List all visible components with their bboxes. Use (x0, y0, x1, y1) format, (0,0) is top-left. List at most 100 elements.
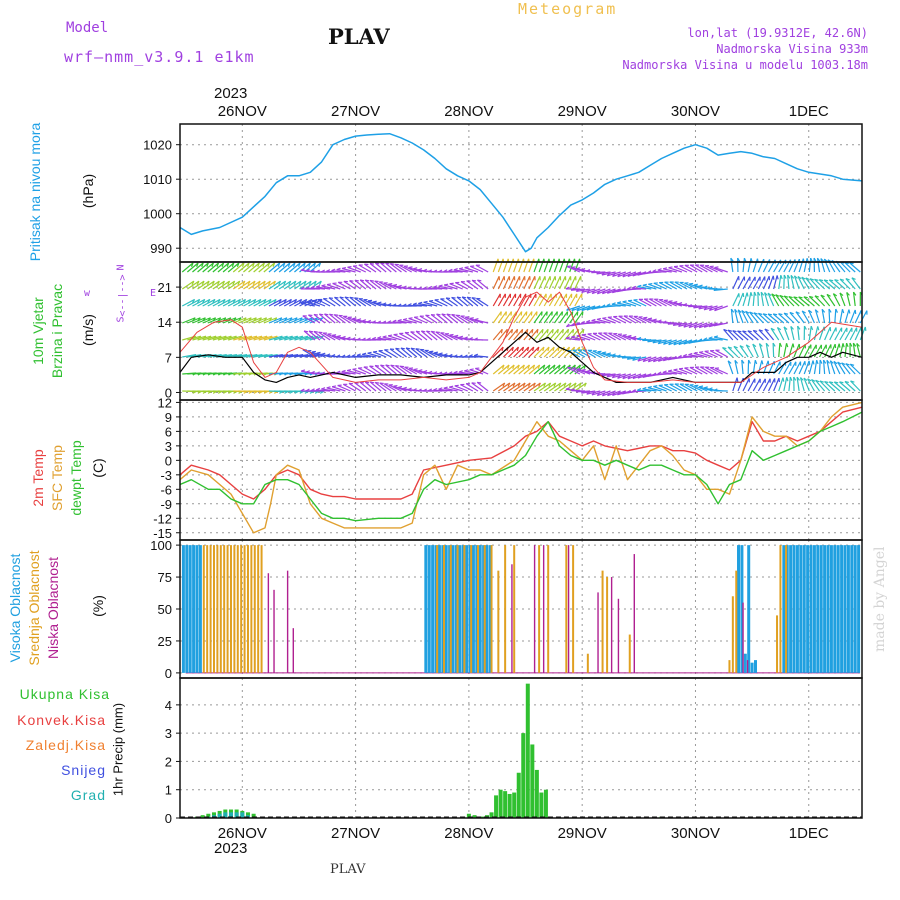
wind-arrow-head (739, 345, 744, 348)
wind-arrow (559, 346, 570, 358)
wind-arrow (797, 276, 805, 290)
wind-arrow (787, 275, 790, 290)
wind-arrow-head (578, 382, 582, 387)
wind-arrow (849, 309, 856, 324)
wind-arrow-head (778, 313, 783, 316)
wind-arrow (374, 262, 387, 273)
wind-arrow-head (375, 381, 380, 384)
wind-arrow (798, 258, 804, 273)
wind-arrow (449, 386, 463, 392)
wind-arrow-head (298, 262, 301, 267)
wind-arrow-head (708, 323, 713, 328)
t2m-line (179, 406, 863, 500)
wind-arrow-head (207, 299, 211, 304)
wind-arrow (713, 288, 728, 291)
wind-arrow (829, 327, 837, 341)
wind-arrow-head (349, 280, 354, 282)
wind-arrow-head (563, 382, 567, 387)
wind-arrow (581, 334, 596, 341)
wind-arrow (699, 351, 713, 358)
wind-arrow (294, 317, 308, 324)
wind-arrow-head (438, 352, 443, 355)
wind-arrow (507, 276, 515, 290)
wind-arrow (302, 315, 316, 324)
wind-arrow (289, 317, 303, 324)
wind-arrow-head (305, 286, 310, 290)
wind-arrow-head (267, 280, 271, 285)
wind-arrow (834, 308, 837, 324)
wind-arrow-head (581, 368, 586, 371)
wind-arrow (745, 344, 754, 358)
wind-arrow (299, 280, 312, 290)
wind-arrow (308, 330, 321, 341)
wind-arrow (642, 388, 657, 392)
wind-arrow (852, 343, 856, 358)
wind-arrow-head (553, 382, 557, 387)
legend-convective-rain: Konvek.Kisa (17, 712, 106, 728)
wind-arrow-head (313, 330, 318, 333)
wind-arrow (553, 276, 561, 290)
wind-arrow-head (596, 305, 601, 309)
wind-arrow (440, 298, 453, 307)
wind-arrow (709, 350, 723, 358)
wind-arrow-head (376, 320, 382, 324)
wind-arrow (814, 295, 826, 307)
wind-arrow-head (742, 330, 747, 333)
wind-arrow (273, 262, 286, 273)
wind-arrow (569, 311, 579, 324)
wind-arrow (826, 294, 836, 307)
wind-arrow-head (826, 293, 831, 297)
wind-arrow (492, 293, 501, 307)
wind-arrow (839, 292, 846, 307)
wind-arrow (684, 282, 698, 290)
wind-arrow-head (402, 303, 407, 307)
wind-arrow (227, 280, 241, 290)
wind-arrow-head (698, 284, 703, 287)
wind-arrow (438, 388, 453, 392)
wind-arrow (814, 309, 821, 324)
wind-arrow (709, 266, 723, 273)
wind-arrow (664, 281, 678, 290)
wind-arrow (354, 382, 367, 392)
wind-arrow (232, 280, 246, 290)
wind-arrow-head (826, 359, 830, 364)
wind-arrow-head (812, 360, 815, 365)
wind-arrow (823, 279, 836, 290)
wind-arrow (574, 382, 587, 392)
wind-arrow (528, 346, 540, 358)
wind-arrow (497, 328, 508, 341)
wind-arrow (813, 326, 819, 341)
wind-arrow-head (565, 387, 570, 390)
wind-arrow (844, 381, 856, 392)
wind-arrow-head (300, 268, 305, 271)
wind-arrow (808, 309, 815, 324)
wind-arrow (642, 284, 657, 290)
wind-arrow (850, 380, 861, 392)
wind-arrow-head (421, 330, 426, 333)
wind-arrow (258, 335, 273, 341)
wind-arrow-head (808, 360, 811, 365)
total-rain-bar (466, 813, 471, 818)
wind-arrow-head (336, 370, 341, 374)
wind-arrow (581, 288, 596, 293)
wind-arrow (363, 366, 377, 375)
wind-arrow (752, 276, 761, 290)
total-rain-bar (516, 772, 521, 818)
wind-arrow-head (231, 262, 235, 267)
wind-arrow (258, 280, 271, 290)
wind-arrow-head (319, 313, 324, 316)
wind-arrow-head (308, 280, 312, 285)
wind-arrow (415, 330, 428, 341)
wind-arrow (569, 293, 578, 307)
wind-arrow (799, 377, 805, 392)
wind-arrow (679, 265, 693, 273)
wind-arrow (268, 353, 283, 358)
total-rain-bar (539, 792, 544, 818)
wind-arrow (839, 278, 851, 290)
wind-arrow-head (745, 344, 750, 348)
wind-arrow (793, 361, 802, 375)
wind-arrow-head (446, 313, 451, 316)
wind-arrow-head (606, 272, 611, 277)
wind-arrow (849, 262, 861, 273)
wind-arrow-head (287, 262, 291, 267)
